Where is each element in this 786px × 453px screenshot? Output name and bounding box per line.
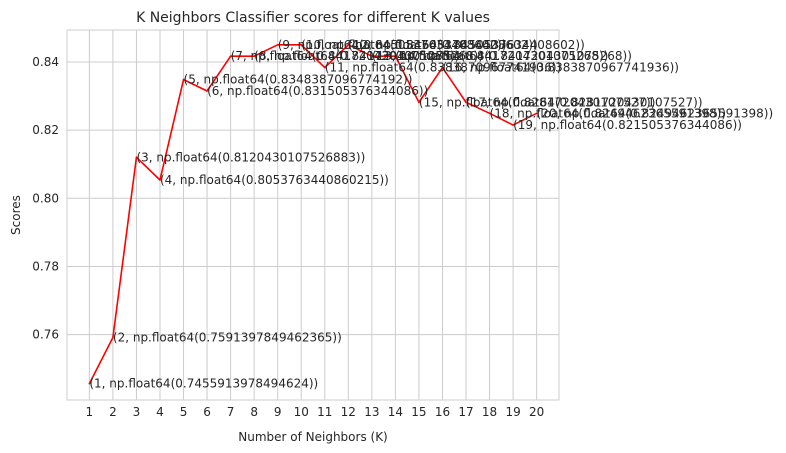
x-tick-label: 3 (133, 405, 141, 419)
x-tick-labels: 1 2 3 4 5 6 7 8 9 10 11 12 13 14 15 16 17 18 19 20 (86, 405, 545, 419)
data-point (323, 66, 326, 69)
x-tick-label: 18 (482, 405, 497, 419)
x-tick-label: 17 (458, 405, 473, 419)
x-tick-label: 10 (294, 405, 309, 419)
x-tick-label: 5 (180, 405, 188, 419)
data-point (512, 124, 514, 126)
data-point (535, 112, 538, 115)
data-point (418, 101, 420, 104)
data-point (371, 55, 373, 57)
point-annotation: (12, np.float64(0.8450537634408602)) (348, 38, 585, 52)
point-annotation: (9, np.float64(0.8450537634408602)) (278, 38, 507, 52)
point-annotation: (3, np.float64(0.8120430107526883)) (136, 150, 365, 164)
data-point (229, 55, 232, 57)
y-tick-label: 0.78 (32, 259, 59, 273)
data-point (441, 66, 444, 69)
plot-area-frame (66, 29, 560, 401)
point-annotation: (13, np.float64(0.8417204301075268)) (372, 49, 609, 63)
point-annotation: (10, np.float64(0.8450537634408602)) (301, 38, 538, 52)
data-point (465, 101, 467, 104)
data-point (206, 90, 208, 92)
point-annotation: (4, np.float64(0.8053763440860215)) (160, 173, 389, 187)
data-point (135, 156, 138, 159)
x-tick-label: 12 (341, 405, 356, 419)
point-annotation: (14, np.float64(0.8417204301075268)) (395, 49, 632, 63)
point-annotation: (7, np.float64(0.8417204301075268)) (231, 49, 460, 63)
data-point (253, 55, 255, 57)
point-annotation: (17, np.float64(0.8281720430107527)) (466, 95, 703, 109)
x-tick-label: 8 (250, 405, 258, 419)
x-tick-label: 14 (388, 405, 403, 419)
data-point (488, 112, 491, 115)
x-axis-label: Number of Neighbors (K) (238, 430, 388, 444)
data-point (88, 382, 91, 385)
y-tick-label: 0.82 (32, 123, 59, 137)
point-annotation: (16, np.float64(0.8383870967741936)) (442, 61, 679, 75)
data-point (300, 44, 303, 46)
point-annotation: (15, np.float64(0.8281720430107527)) (419, 95, 655, 109)
y-tick-label: 0.80 (32, 191, 59, 205)
x-tick-label: 15 (411, 405, 426, 419)
y-tick-label: 0.76 (32, 328, 59, 342)
x-tick-label: 7 (227, 405, 235, 419)
x-tick-label: 9 (274, 405, 282, 419)
point-annotation: (5, np.float64(0.8348387096774192)) (184, 73, 413, 87)
x-tick-label: 1 (86, 405, 94, 419)
x-tick-label: 6 (203, 405, 211, 419)
data-point (159, 179, 161, 181)
x-tick-label: 11 (317, 405, 332, 419)
x-tick-label: 16 (435, 405, 450, 419)
y-axis-label: Scores (9, 195, 23, 235)
data-point (182, 78, 185, 81)
data-point (347, 44, 350, 46)
x-tick-label: 19 (505, 405, 520, 419)
point-annotation: (1, np.float64(0.7455913978494624)) (89, 377, 318, 391)
point-annotation: (2, np.float64(0.7591397849462365)) (113, 331, 342, 345)
point-annotation: (18, np.float64(0.8249462365591398)) (490, 106, 727, 120)
chart-title: K Neighbors Classifier scores for differ… (136, 10, 490, 26)
x-tick-label: 20 (529, 405, 544, 419)
point-annotation: (11, np.float64(0.8383870967741936)) (325, 61, 562, 75)
point-annotation: (6, np.float64(0.831505376344086)) (207, 84, 428, 98)
data-point (394, 55, 397, 57)
x-tick-label: 13 (364, 405, 379, 419)
series-line-group (88, 44, 538, 385)
x-tick-label: 4 (156, 405, 164, 419)
data-point (112, 336, 114, 339)
point-annotations: (1, np.float64(0.7455913978494624)) (2, n… (89, 38, 773, 391)
y-tick-label: 0.84 (32, 55, 59, 69)
point-annotation: (20, np.float64(0.8249462365591398)) (537, 106, 774, 120)
y-tick-labels: 0.76 0.78 0.80 0.82 0.84 (32, 55, 59, 342)
x-tick-label: 2 (109, 405, 117, 419)
point-annotation: (8, np.float64(0.8417204301075268)) (254, 49, 483, 63)
series-line (88, 44, 537, 385)
point-annotation: (19, np.float64(0.821505376344086)) (513, 118, 742, 132)
data-point (276, 44, 279, 46)
